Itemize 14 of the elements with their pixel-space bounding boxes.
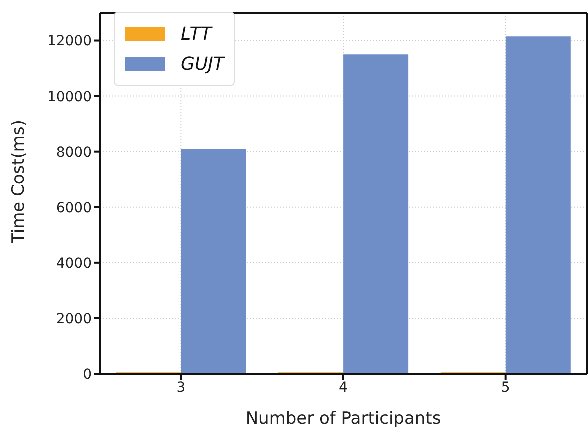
x-tick-label: 5 — [501, 380, 510, 396]
x-tick-label: 3 — [176, 380, 186, 396]
y-tick-label: 6000 — [56, 200, 92, 216]
y-tick-label: 2000 — [56, 311, 92, 328]
y-tick-label: 10000 — [47, 89, 92, 106]
x-axis-title: Number of Participants — [246, 409, 442, 429]
y-tick-label: 12000 — [47, 34, 92, 50]
legend-label: GUJT — [181, 54, 224, 74]
y-axis-title: Time Cost(ms) — [9, 120, 30, 244]
legend-label: LTT — [181, 24, 212, 44]
y-tick-label: 8000 — [56, 144, 92, 161]
y-tick-label: 0 — [83, 366, 92, 383]
x-tick-label: 4 — [339, 380, 348, 396]
y-tick-label: 4000 — [56, 256, 92, 272]
